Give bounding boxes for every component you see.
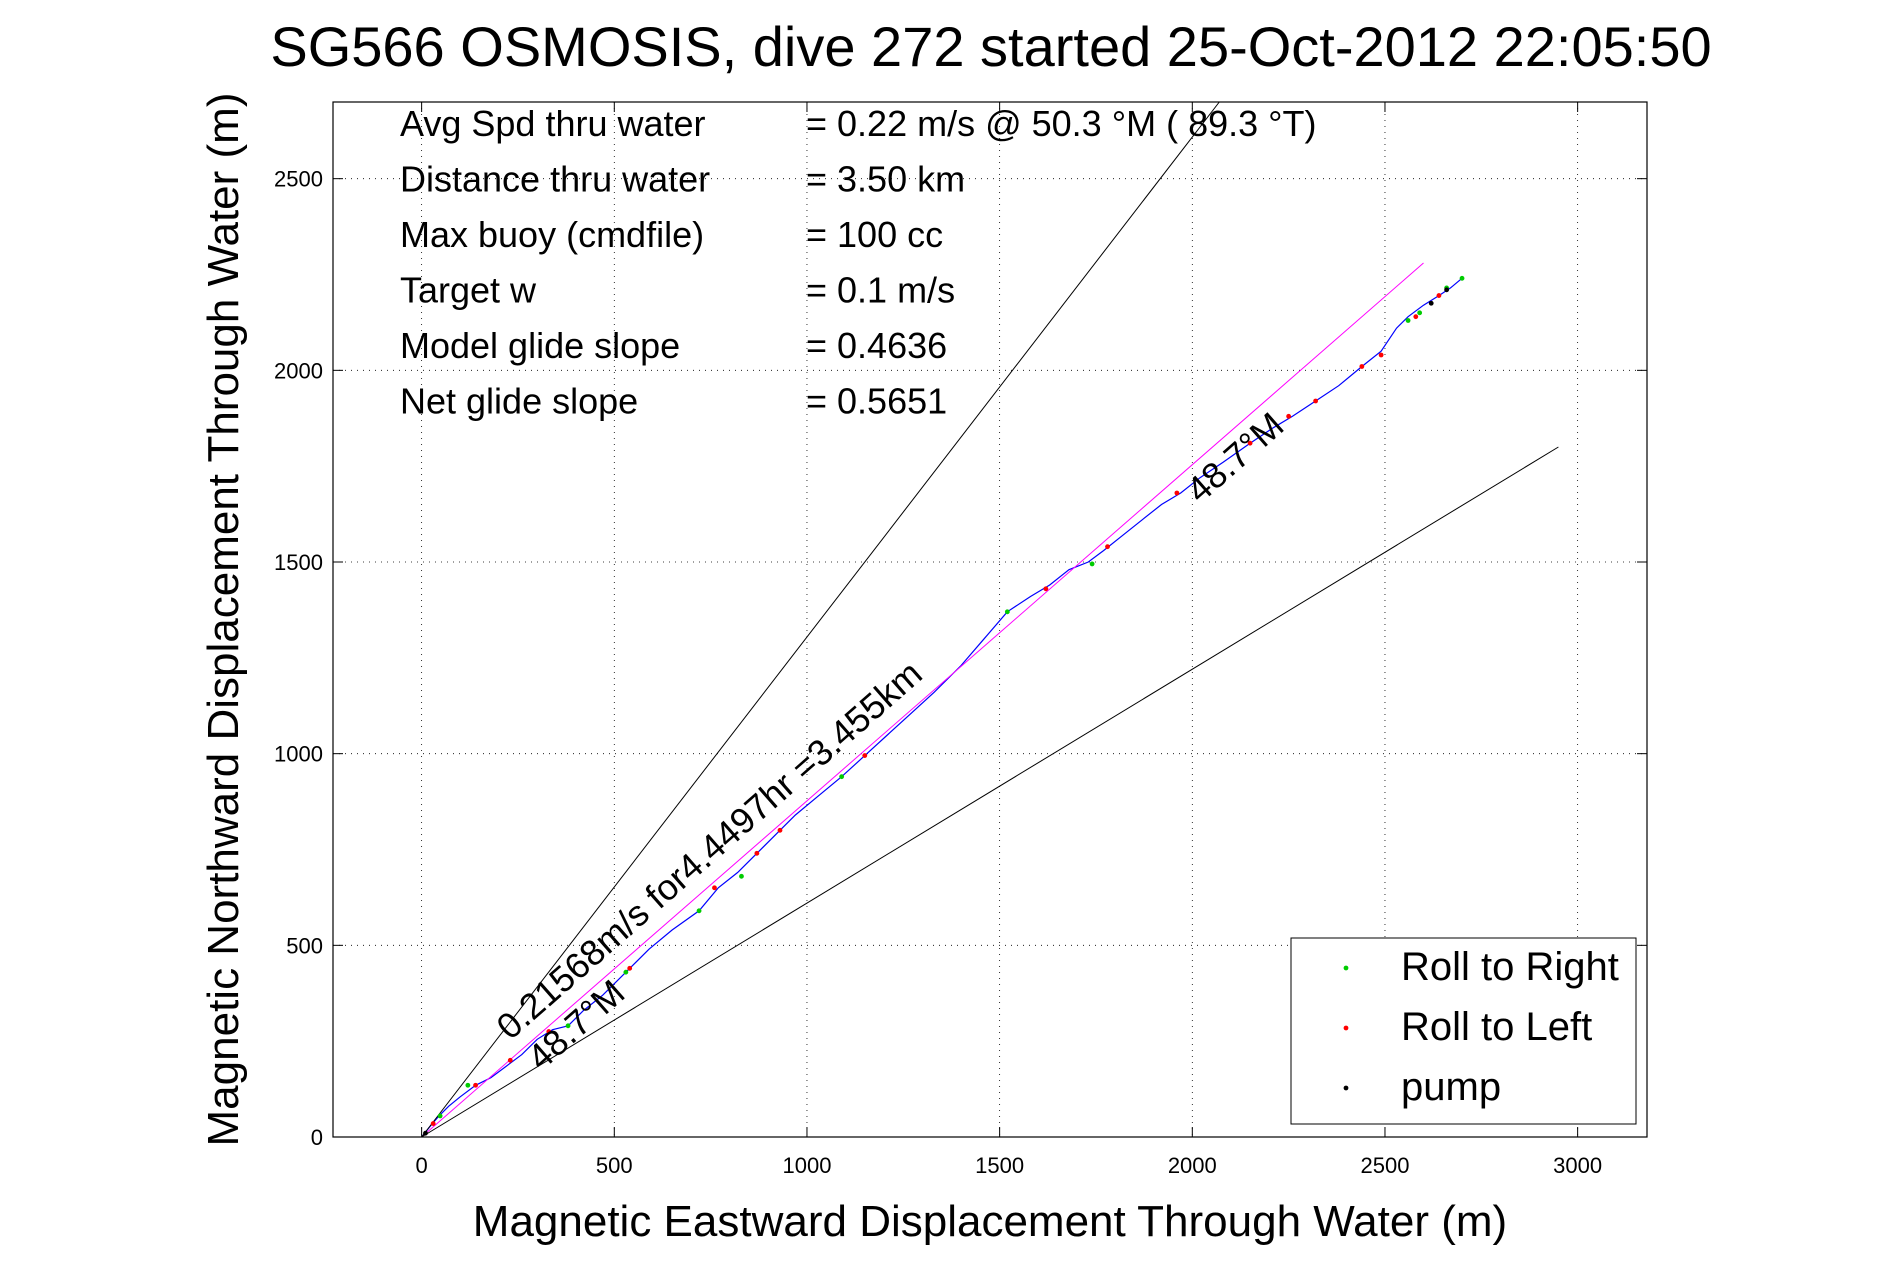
y-tick-label: 1500 — [274, 550, 323, 575]
data-point — [1004, 609, 1010, 615]
data-point — [1444, 287, 1450, 293]
data-point — [627, 965, 633, 971]
stat-label: Net glide slope — [400, 381, 638, 422]
legend-label: Roll to Left — [1401, 1005, 1592, 1049]
axes-frame — [332, 101, 1648, 1138]
stat-value: = 0.1 m/s — [806, 270, 955, 311]
data-point — [430, 1121, 436, 1126]
data-point — [1043, 586, 1049, 592]
data-point — [423, 1130, 428, 1136]
stat-label: Target w — [400, 270, 537, 311]
data-point — [696, 908, 702, 914]
x-tick-label: 1500 — [975, 1153, 1024, 1178]
data-point — [862, 753, 868, 758]
data-point — [565, 1023, 571, 1029]
data-point — [1378, 352, 1384, 358]
data-point — [1313, 398, 1319, 404]
stat-value: = 0.22 m/s @ 50.3 °M ( 89.3 °T) — [806, 103, 1317, 144]
data-point — [754, 850, 760, 856]
data-point — [739, 873, 744, 879]
data-point — [1089, 561, 1095, 567]
glider-track-line — [421, 277, 1463, 1138]
data-point — [777, 827, 783, 833]
stat-value: = 100 cc — [806, 214, 943, 255]
stat-label: Avg Spd thru water — [400, 103, 706, 144]
data-point — [839, 774, 845, 780]
stat-value: = 0.5651 — [806, 381, 947, 422]
legend-label: Roll to Right — [1401, 945, 1619, 989]
data-point — [437, 1113, 443, 1119]
stat-value: = 3.50 km — [806, 159, 965, 200]
chart-title: SG566 OSMOSIS, dive 272 started 25-Oct-2… — [270, 15, 1711, 78]
legend-label: pump — [1401, 1065, 1501, 1109]
data-point — [1405, 318, 1411, 323]
data-point — [465, 1082, 471, 1088]
y-tick-label: 1000 — [274, 742, 323, 767]
stat-label: Distance thru water — [400, 159, 710, 200]
bound-line — [421, 101, 1220, 1138]
stats-block: Avg Spd thru water = 0.22 m/s @ 50.3 °M (… — [400, 103, 1317, 422]
data-point — [1359, 364, 1365, 369]
data-point — [1428, 300, 1434, 306]
stat-label: Max buoy (cmdfile) — [400, 214, 704, 255]
data-point — [1413, 314, 1419, 320]
data-point — [712, 885, 717, 891]
data-point — [1436, 293, 1442, 298]
x-axis-label: Magnetic Eastward Displacement Through W… — [473, 1197, 1507, 1246]
data-point — [1459, 275, 1465, 281]
data-point — [1286, 413, 1292, 419]
data-point — [546, 1029, 552, 1034]
x-tick-label: 0 — [416, 1153, 428, 1178]
y-tick-label: 500 — [286, 933, 323, 958]
plot-series — [421, 101, 1559, 1138]
data-point — [1247, 440, 1253, 446]
stat-label: Model glide slope — [400, 325, 680, 366]
data-point — [473, 1082, 478, 1088]
stat-value: = 0.4636 — [806, 325, 947, 366]
y-axis-label: Magnetic Northward Displacement Through … — [199, 93, 248, 1147]
y-tick-label: 0 — [311, 1125, 323, 1150]
data-point — [1417, 310, 1423, 316]
legend-marker — [1343, 965, 1349, 971]
x-tick-label: 500 — [596, 1153, 633, 1178]
data-point — [1174, 490, 1180, 496]
tick-labels: 0 500 1000 1500 2000 2500 3000 0 500 1000 1500 2000… — [274, 167, 1602, 1178]
data-point — [507, 1057, 513, 1063]
legend-box — [1290, 937, 1637, 1125]
x-tick-label: 3000 — [1553, 1153, 1602, 1178]
data-point — [1105, 544, 1110, 550]
bound-line — [421, 446, 1559, 1138]
legend-marker — [1343, 1085, 1349, 1091]
y-tick-label: 2500 — [274, 167, 323, 192]
net-glide-line — [421, 262, 1424, 1138]
legend-marker — [1343, 1025, 1349, 1031]
data-point — [623, 969, 629, 975]
legend: Roll to Right Roll to Left pump — [1290, 937, 1637, 1125]
y-tick-label: 2000 — [274, 358, 323, 383]
x-tick-label: 2000 — [1168, 1153, 1217, 1178]
tick-marks — [333, 102, 1647, 1138]
x-tick-label: 1000 — [782, 1153, 831, 1178]
x-tick-label: 2500 — [1360, 1153, 1409, 1178]
